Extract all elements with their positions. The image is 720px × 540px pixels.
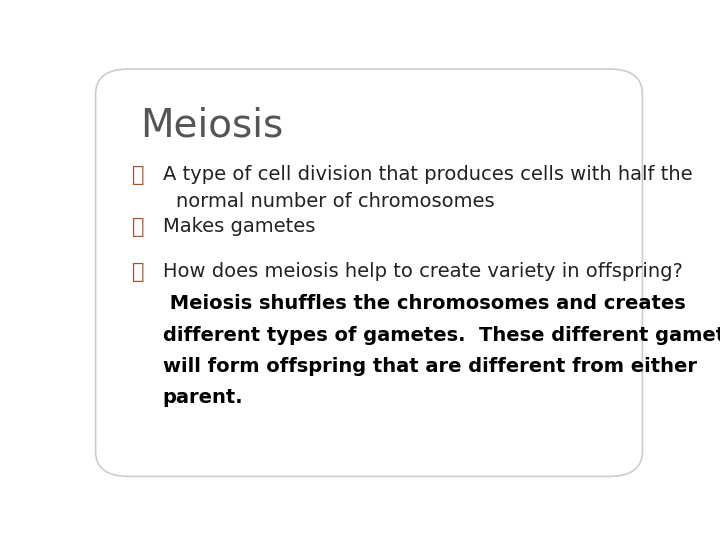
Text: Makes gametes: Makes gametes: [163, 217, 315, 235]
Text: parent.: parent.: [163, 388, 243, 407]
Text: will form offspring that are different from either: will form offspring that are different f…: [163, 357, 696, 376]
Text: How does meiosis help to create variety in offspring?: How does meiosis help to create variety …: [163, 262, 683, 281]
Text: normal number of chromosomes: normal number of chromosomes: [176, 192, 495, 211]
Text: ➰: ➰: [132, 165, 144, 185]
Text: ➰: ➰: [132, 262, 144, 282]
Text: Meiosis: Meiosis: [140, 106, 284, 144]
Text: ➰: ➰: [132, 217, 144, 237]
FancyBboxPatch shape: [96, 69, 642, 476]
Text: Meiosis shuffles the chromosomes and creates: Meiosis shuffles the chromosomes and cre…: [163, 294, 685, 313]
Text: different types of gametes.  These different gametes: different types of gametes. These differ…: [163, 326, 720, 345]
Text: A type of cell division that produces cells with half the: A type of cell division that produces ce…: [163, 165, 692, 184]
